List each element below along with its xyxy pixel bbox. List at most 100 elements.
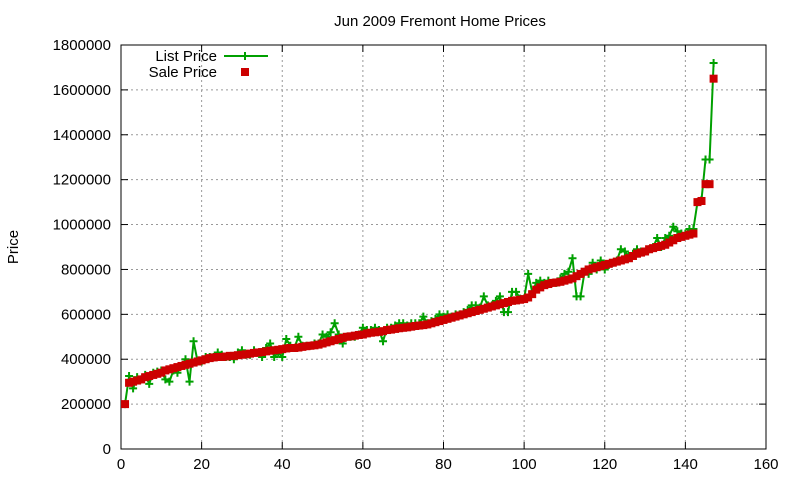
point-sale-price bbox=[310, 341, 319, 350]
point-list-price bbox=[524, 269, 533, 278]
y-tick-label: 1000000 bbox=[53, 217, 111, 234]
x-tick-label: 80 bbox=[435, 456, 452, 473]
point-sale-price bbox=[177, 361, 186, 370]
point-list-price bbox=[318, 330, 327, 339]
point-sale-price bbox=[419, 321, 428, 330]
point-sale-price bbox=[241, 350, 250, 359]
point-sale-price bbox=[137, 375, 146, 384]
point-sale-price bbox=[637, 248, 646, 257]
point-sale-price bbox=[387, 325, 396, 334]
point-sale-price bbox=[612, 257, 621, 266]
point-sale-price bbox=[254, 348, 263, 357]
point-sale-price bbox=[427, 319, 436, 328]
point-sale-price bbox=[641, 247, 650, 256]
point-sale-price bbox=[330, 336, 339, 345]
series-sale-price bbox=[121, 74, 718, 409]
point-sale-price bbox=[491, 301, 500, 310]
point-sale-price bbox=[314, 340, 323, 349]
point-sale-price bbox=[572, 272, 581, 281]
point-sale-price bbox=[379, 327, 388, 336]
point-sale-price bbox=[302, 342, 311, 351]
point-sale-price bbox=[342, 332, 351, 341]
point-sale-price bbox=[705, 180, 714, 189]
point-list-price bbox=[435, 310, 444, 319]
x-tick-label: 140 bbox=[673, 456, 698, 473]
point-sale-price bbox=[262, 347, 271, 356]
point-sale-price bbox=[350, 331, 359, 340]
point-sale-price bbox=[475, 305, 484, 314]
legend-entry-list-price: List Price bbox=[155, 48, 268, 65]
point-sale-price bbox=[528, 290, 537, 299]
point-list-price bbox=[330, 319, 339, 328]
series-layer bbox=[121, 58, 718, 409]
point-sale-price bbox=[399, 323, 408, 332]
point-sale-price bbox=[487, 302, 496, 311]
y-tick-label: 800000 bbox=[61, 261, 111, 278]
point-sale-price bbox=[548, 278, 557, 287]
point-list-price bbox=[673, 227, 682, 236]
point-sale-price bbox=[225, 351, 234, 360]
point-list-price bbox=[661, 234, 670, 243]
point-sale-price bbox=[145, 372, 154, 381]
point-sale-price bbox=[169, 364, 178, 373]
y-tick-label: 0 bbox=[103, 441, 111, 458]
point-sale-price bbox=[624, 254, 633, 263]
y-tick-label: 600000 bbox=[61, 306, 111, 323]
point-sale-price bbox=[237, 350, 246, 359]
point-sale-price bbox=[370, 328, 379, 337]
point-list-price bbox=[145, 379, 154, 388]
point-list-price bbox=[616, 245, 625, 254]
point-list-price bbox=[576, 292, 585, 301]
point-sale-price bbox=[552, 278, 561, 287]
point-sale-price bbox=[161, 366, 170, 375]
point-sale-price bbox=[459, 310, 468, 319]
point-sale-price bbox=[201, 355, 210, 364]
point-sale-price bbox=[181, 360, 190, 369]
point-list-price bbox=[564, 267, 573, 276]
point-sale-price bbox=[298, 342, 307, 351]
point-sale-price bbox=[516, 295, 525, 304]
point-sale-price bbox=[274, 345, 283, 354]
point-sale-price bbox=[564, 275, 573, 284]
point-list-price bbox=[185, 377, 194, 386]
point-sale-price bbox=[157, 368, 166, 377]
x-tick-label: 100 bbox=[512, 456, 537, 473]
point-list-price bbox=[266, 339, 275, 348]
point-sale-price bbox=[403, 323, 412, 332]
point-sale-price bbox=[383, 326, 392, 335]
grid-layer bbox=[121, 45, 766, 449]
legend-entry-sale-price: Sale Price bbox=[149, 64, 249, 81]
point-sale-price bbox=[411, 322, 420, 331]
point-sale-price bbox=[443, 314, 452, 323]
point-sale-price bbox=[455, 311, 464, 320]
point-sale-price bbox=[229, 351, 238, 360]
point-list-price bbox=[161, 375, 170, 384]
point-list-price bbox=[358, 323, 367, 332]
point-sale-price bbox=[649, 244, 658, 253]
point-sale-price bbox=[479, 304, 488, 313]
point-sale-price bbox=[588, 264, 597, 273]
point-sale-price bbox=[673, 234, 682, 243]
point-sale-price bbox=[282, 344, 291, 353]
point-sale-price bbox=[504, 297, 512, 306]
x-tick-label: 120 bbox=[592, 456, 617, 473]
point-sale-price bbox=[233, 351, 242, 360]
point-sale-price bbox=[149, 370, 158, 379]
point-sale-price bbox=[391, 324, 400, 333]
point-sale-price bbox=[362, 329, 371, 338]
point-list-price bbox=[665, 231, 674, 240]
point-sale-price bbox=[197, 356, 206, 365]
point-sale-price bbox=[689, 229, 698, 238]
point-list-price bbox=[669, 222, 678, 231]
point-sale-price bbox=[701, 180, 710, 189]
point-sale-price bbox=[133, 376, 142, 385]
point-sale-price bbox=[334, 335, 343, 344]
point-sale-price bbox=[451, 312, 460, 321]
point-sale-price bbox=[375, 327, 383, 336]
point-sale-price bbox=[290, 344, 299, 352]
point-sale-price bbox=[209, 353, 218, 362]
y-tick-label: 1800000 bbox=[53, 37, 111, 54]
point-sale-price bbox=[463, 309, 472, 318]
point-list-price bbox=[419, 312, 428, 321]
point-list-price bbox=[709, 58, 718, 67]
